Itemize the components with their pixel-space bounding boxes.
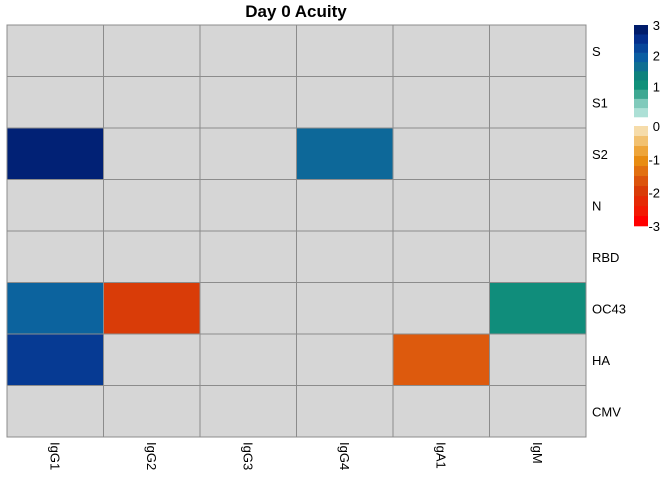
legend-negative-swatch <box>634 146 648 157</box>
legend-positive-bar <box>634 25 648 118</box>
heatmap-cell-s2-igm <box>489 127 587 180</box>
row-label-s: S <box>592 44 601 59</box>
heatmap-cell-s2-iga1 <box>392 127 490 180</box>
column-label-igg3: IgG3 <box>240 442 255 470</box>
heatmap-cell-rbd-igg3 <box>199 230 297 283</box>
heatmap-cell-s-igg4 <box>296 24 394 77</box>
row-label-n: N <box>592 198 601 213</box>
row-label-rbd: RBD <box>592 250 619 265</box>
legend-negative-swatch <box>634 176 648 187</box>
heatmap-cell-ha-igg3 <box>199 333 297 386</box>
heatmap-cell-ha-igg4 <box>296 333 394 386</box>
column-label-igg1: IgG1 <box>47 442 62 470</box>
heatmap-cell-cmv-igg2 <box>103 385 201 438</box>
legend-positive-swatch <box>634 52 648 63</box>
heatmap-cells <box>6 24 587 438</box>
heatmap-cell-ha-igm <box>489 333 587 386</box>
heatmap-cell-s1-igg1 <box>6 76 104 129</box>
heatmap-cell-n-iga1 <box>392 179 490 232</box>
legend-tick-label: 1 <box>653 79 660 94</box>
legend-negative-swatch <box>634 166 648 177</box>
heatmap-cell-s2-igg3 <box>199 127 297 180</box>
row-label-s1: S1 <box>592 95 608 110</box>
heatmap-cell-n-igm <box>489 179 587 232</box>
heatmap-cell-oc43-igm <box>489 282 587 335</box>
heatmap-cell-s-igg3 <box>199 24 297 77</box>
legend-negative-swatch <box>634 186 648 197</box>
row-label-s2: S2 <box>592 147 608 162</box>
heatmap-cell-n-igg3 <box>199 179 297 232</box>
legend-positive-swatch <box>634 61 648 72</box>
legend-tick-label: -3 <box>648 219 660 234</box>
heatmap-cell-s-igm <box>489 24 587 77</box>
heatmap-cell-n-igg2 <box>103 179 201 232</box>
heatmap-cell-n-igg4 <box>296 179 394 232</box>
legend-negative-swatch <box>634 126 648 137</box>
legend-tick-label: 0 <box>653 119 660 134</box>
legend-positive-swatch <box>634 34 648 44</box>
heatmap-cell-rbd-igg2 <box>103 230 201 283</box>
legend-positive-swatch <box>634 80 648 90</box>
heatmap-cell-cmv-igg4 <box>296 385 394 438</box>
column-labels: IgG1 IgG2 IgG3 IgG4 IgA1 IgM <box>47 442 545 470</box>
heatmap-cell-ha-igg1 <box>6 333 104 386</box>
chart-title: Day 0 Acuity <box>245 2 347 21</box>
column-label-igm: IgM <box>530 442 545 464</box>
heatmap-cell-oc43-igg4 <box>296 282 394 335</box>
heatmap-cell-oc43-igg3 <box>199 282 297 335</box>
column-label-iga1: IgA1 <box>433 442 448 469</box>
legend-negative-swatch <box>634 206 648 217</box>
legend-negative-bar <box>634 126 648 227</box>
heatmap-cell-s-igg1 <box>6 24 104 77</box>
heatmap-cell-rbd-igg1 <box>6 230 104 283</box>
column-label-igg4: IgG4 <box>337 442 352 470</box>
heatmap-cell-rbd-igg4 <box>296 230 394 283</box>
heatmap-cell-cmv-igm <box>489 385 587 438</box>
heatmap-cell-rbd-igm <box>489 230 587 283</box>
heatmap-cell-oc43-iga1 <box>392 282 490 335</box>
legend-tick-label: 2 <box>653 49 660 64</box>
legend-tick-label: -1 <box>648 152 660 167</box>
row-labels: S S1 S2 N RBD OC43 HA CMV <box>592 44 626 420</box>
heatmap-cell-ha-igg2 <box>103 333 201 386</box>
heatmap-cell-s1-iga1 <box>392 76 490 129</box>
heatmap-cell-s2-igg4 <box>296 127 394 180</box>
legend-negative-swatch <box>634 156 648 167</box>
row-label-ha: HA <box>592 353 610 368</box>
legend-positive-swatch <box>634 98 648 109</box>
heatmap-cell-oc43-igg1 <box>6 282 104 335</box>
heatmap-cell-oc43-igg2 <box>103 282 201 335</box>
heatmap-cell-cmv-igg3 <box>199 385 297 438</box>
legend-positive-swatch <box>634 107 648 118</box>
row-label-oc43: OC43 <box>592 301 626 316</box>
row-label-cmv: CMV <box>592 404 621 419</box>
heatmap-cell-n-igg1 <box>6 179 104 232</box>
heatmap-cell-s1-igg4 <box>296 76 394 129</box>
heatmap-cell-s-igg2 <box>103 24 201 77</box>
heatmap-cell-s-iga1 <box>392 24 490 77</box>
heatmap-cell-s1-igg2 <box>103 76 201 129</box>
legend-tick-label: -2 <box>648 186 660 201</box>
legend-positive-swatch <box>634 71 648 81</box>
column-label-igg2: IgG2 <box>144 442 159 470</box>
heatmap-cell-rbd-iga1 <box>392 230 490 283</box>
heatmap-cell-s2-igg2 <box>103 127 201 180</box>
heatmap-cell-cmv-igg1 <box>6 385 104 438</box>
legend-negative-swatch <box>634 196 648 207</box>
color-legend: 3 2 1 0 -1 -2 -3 <box>634 18 660 234</box>
legend-positive-swatch <box>634 25 648 35</box>
heatmap-cell-s1-igm <box>489 76 587 129</box>
heatmap-cell-s1-igg3 <box>199 76 297 129</box>
heatmap-cell-cmv-iga1 <box>392 385 490 438</box>
legend-tick-label: 3 <box>653 18 660 33</box>
heatmap-cell-ha-iga1 <box>392 333 490 386</box>
legend-negative-swatch <box>634 216 648 227</box>
legend-positive-swatch <box>634 43 648 53</box>
legend-ticks: 3 2 1 0 -1 -2 -3 <box>648 18 660 234</box>
legend-negative-swatch <box>634 136 648 147</box>
heatmap-cell-s2-igg1 <box>6 127 104 180</box>
legend-positive-swatch <box>634 89 648 99</box>
